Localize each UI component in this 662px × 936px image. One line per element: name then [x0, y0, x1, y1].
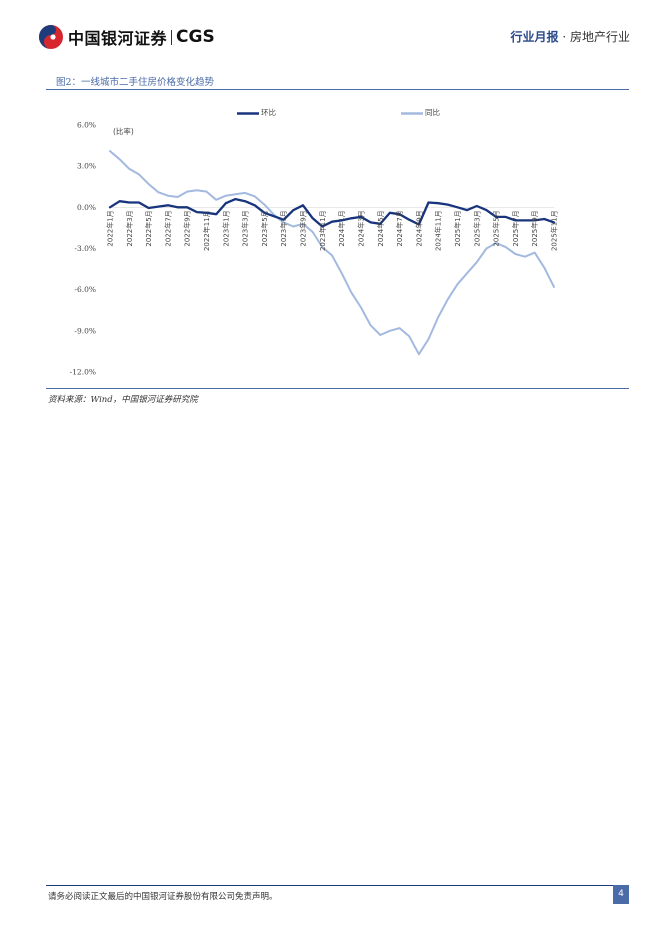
x-tick-label: 2023年7月 [279, 210, 288, 246]
legend-label-yoy: 同比 [425, 107, 440, 117]
logo-separator [171, 29, 173, 45]
x-tick-label: 2022年3月 [125, 210, 134, 246]
x-tick-label: 2024年5月 [376, 210, 385, 246]
figure-title: 图2：一线城市二手住房价格变化趋势 [56, 77, 215, 88]
x-tick-label: 2024年9月 [414, 210, 423, 246]
report-type: 行业月报 · 房地产行业 [510, 28, 630, 45]
price-trend-chart: 6.0% 3.0% 0.0% -3.0% -6.0% -9.0% -12.0% (比率) 202… [70, 107, 559, 377]
x-tick-label: 2022年5月 [144, 210, 153, 246]
cgs-logo: 中国银河证券 CGS [38, 24, 215, 50]
x-tick-label: 2024年11月 [434, 210, 443, 251]
y-tick-label: 3.0% [77, 162, 96, 171]
x-tick-label: 2023年11月 [318, 210, 327, 251]
y-axis-label: (比率) [113, 126, 134, 136]
x-tick-label: 2025年7月 [511, 210, 520, 246]
y-tick-label: -9.0% [74, 326, 96, 335]
x-tick-label: 2024年7月 [395, 210, 404, 246]
figure-source: 资料来源：Wind，中国银河证券研究院 [48, 395, 198, 405]
x-tick-label: 2023年1月 [221, 210, 230, 246]
x-tick-label: 2022年1月 [106, 210, 115, 246]
x-tick-label: 2022年9月 [183, 210, 192, 246]
x-tick-label: 2023年5月 [260, 210, 269, 246]
y-tick-label: -3.0% [74, 244, 96, 253]
report-type-label: 行业月报 [510, 30, 559, 44]
x-tick-label: 2025年1月 [453, 210, 462, 246]
y-tick-label: 6.0% [77, 121, 96, 130]
logo-chinese-name: 中国银河证券 [68, 29, 168, 48]
legend-label-mom: 环比 [261, 107, 276, 117]
figure-top-rule [46, 89, 629, 90]
page-number: 4 [613, 885, 629, 904]
y-tick-label: 0.0% [77, 203, 96, 212]
y-tick-label: -6.0% [74, 285, 96, 294]
series-line-yoy [109, 150, 555, 356]
x-tick-label: 2023年9月 [299, 210, 308, 246]
x-tick-label: 2022年11月 [202, 210, 211, 251]
footer-rule [46, 885, 629, 886]
series-line-mom [108, 197, 556, 228]
figure-bottom-rule [46, 388, 629, 389]
x-tick-label: 2024年1月 [337, 210, 346, 246]
industry-label: 房地产行业 [569, 30, 630, 44]
x-tick-label: 2023年3月 [241, 210, 250, 246]
cgs-logo-icon [39, 25, 63, 49]
x-tick-label: 2025年9月 [530, 210, 539, 246]
page-header: 中国银河证券 CGS 行业月报 · 房地产行业 [0, 0, 662, 60]
x-tick-label: 2024年3月 [357, 210, 366, 246]
report-type-separator: · [562, 30, 567, 44]
logo-english-name: CGS [176, 27, 215, 47]
x-tick-label: 2025年11月 [550, 210, 559, 251]
y-tick-label: -12.0% [70, 368, 96, 377]
x-tick-label: 2025年3月 [472, 210, 481, 246]
x-tick-label: 2022年7月 [163, 210, 172, 246]
x-tick-label: 2025年5月 [492, 210, 501, 246]
footer-disclaimer: 请务必阅读正文最后的中国银河证券股份有限公司免责声明。 [48, 892, 278, 902]
